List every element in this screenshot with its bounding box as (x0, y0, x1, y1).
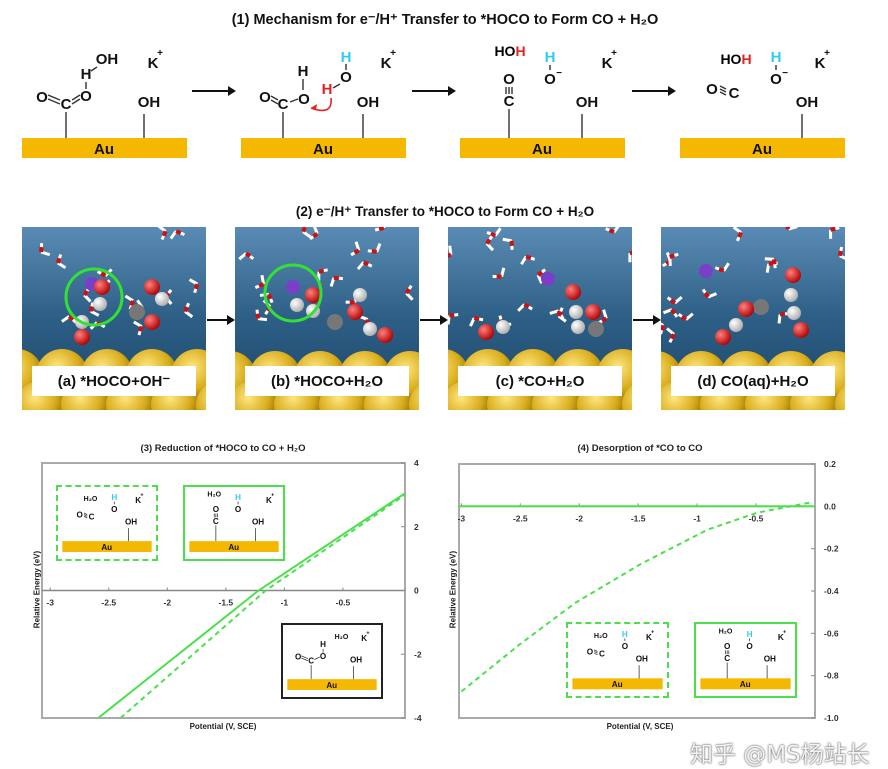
x-tick-label: -2 (575, 513, 583, 523)
surface-label: Au (326, 681, 337, 690)
atom-label: C (89, 512, 95, 521)
atom-label: O (587, 647, 594, 656)
water-label: H₂O (84, 496, 98, 503)
x-tick-label: -2 (164, 598, 172, 608)
y-tick-label: 0 (414, 586, 419, 596)
y-tick-label: 2 (414, 522, 419, 532)
atom-label: OH (350, 655, 362, 664)
x-tick-label: -0.5 (336, 598, 351, 608)
surface-label: Au (101, 543, 112, 552)
atom-label: O (320, 652, 326, 661)
watermark: 知乎 @MS杨站长 (690, 735, 870, 769)
y-tick-label: -0.8 (824, 671, 839, 681)
y-tick-label: -0.4 (824, 586, 839, 596)
x-tick-label: -1 (693, 513, 701, 523)
atom-label: OH (636, 654, 648, 663)
x-tick-label: -0.5 (749, 513, 764, 523)
surface-label: Au (228, 543, 239, 552)
y-tick-label: 4 (414, 458, 419, 468)
atom-label: + (366, 631, 369, 637)
atom-label: O (295, 653, 301, 662)
water-label: H₂O (719, 627, 733, 635)
atom-label: O (111, 505, 117, 514)
water-label: H₂O (335, 634, 349, 641)
x-tick-label: -3 (46, 598, 54, 608)
atom-label: O (622, 642, 629, 651)
atom-label: + (651, 629, 654, 635)
atom-label: + (140, 493, 143, 499)
atom-label: C (599, 649, 605, 658)
y-tick-label: 0.2 (824, 459, 836, 469)
x-tick-label: -1 (281, 598, 289, 608)
atom-label: O (77, 510, 83, 519)
atom-label: C (213, 517, 219, 526)
y-tick-label: -0.2 (824, 544, 839, 554)
atom-label: H (747, 630, 753, 639)
y-tick-label: 0.0 (824, 501, 836, 511)
x-tick-label: -1.5 (219, 598, 234, 608)
atom-label: O (724, 642, 731, 651)
x-tick-label: -3 (458, 513, 466, 523)
x-tick-label: -2.5 (101, 598, 116, 608)
y-tick-label: -2 (414, 649, 422, 659)
x-tick-label: -1.5 (631, 513, 646, 523)
atom-label: C (724, 654, 730, 663)
atom-label: H (111, 493, 117, 502)
atom-label: + (271, 493, 274, 499)
atom-label: C (308, 656, 314, 665)
atom-label: H (622, 630, 628, 639)
atom-label: O (213, 505, 219, 514)
atom-label: + (783, 629, 786, 635)
water-label: H₂O (207, 492, 221, 499)
surface-label: Au (740, 680, 751, 689)
chart3-ylabel: Relative Energy (eV) (33, 551, 42, 628)
atom-label: H (235, 493, 241, 502)
atom-label: OH (252, 517, 264, 526)
chart3-xlabel: Potential (V, SCE) (190, 722, 257, 731)
y-tick-label: -4 (414, 713, 422, 723)
surface-label: Au (612, 680, 623, 689)
atom-label: OH (125, 517, 137, 526)
x-tick-label: -2.5 (513, 513, 528, 523)
chart4-ylabel: Relative Energy (eV) (449, 551, 458, 628)
atom-label: H (320, 640, 326, 649)
chart4-xlabel: Potential (V, SCE) (607, 722, 674, 731)
atom-label: O (746, 642, 753, 651)
y-tick-label: -0.6 (824, 628, 839, 638)
atom-label: O (235, 505, 241, 514)
y-tick-label: -1.0 (824, 713, 839, 723)
atom-label: OH (764, 654, 776, 663)
water-label: H₂O (594, 632, 608, 640)
